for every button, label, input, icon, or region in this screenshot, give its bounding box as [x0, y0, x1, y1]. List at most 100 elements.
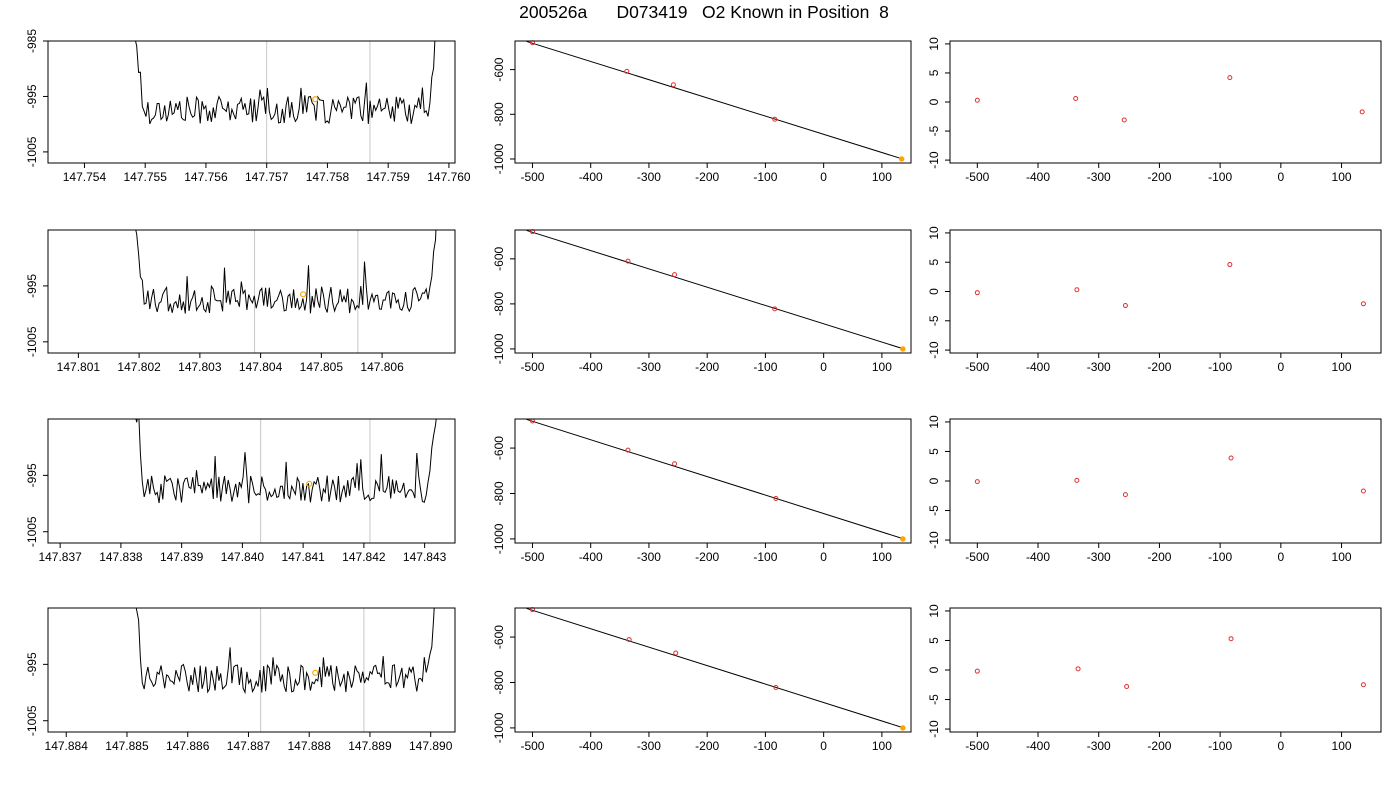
linear-fit-panel-4-xtick-label: -200	[695, 739, 719, 753]
linear-fit-panel-4-xtick-label: 0	[820, 739, 827, 753]
linear-fit-panel-1-xtick-label: -200	[695, 170, 719, 184]
timeseries-panel-1-ytick-label: -1005	[25, 136, 39, 167]
residuals-panel-1-xtick-label: 100	[1332, 170, 1352, 184]
residuals-panel-1-residual-point	[1121, 117, 1127, 123]
residuals-panel-2-residual-point	[974, 290, 980, 296]
residuals-panel-2-residual-point	[1360, 301, 1366, 307]
residuals-panel-2-xtick-label: -200	[1147, 360, 1171, 374]
residuals-panel-4-ytick-label: 10	[927, 604, 941, 618]
residuals-panel-1-residual-point	[1227, 75, 1233, 81]
linear-fit-panel-2: -500 -400 -300 -200 -100 0 100-600-800-1000	[492, 229, 912, 374]
residuals-panel-1-xtick-label: -500	[965, 170, 989, 184]
linear-fit-panel-2-xtick-label: 0	[820, 360, 827, 374]
linear-fit-panel-3-data-point	[672, 461, 678, 467]
linear-fit-panel-1-ytick-label: -1000	[492, 143, 506, 174]
timeseries-panel-3-trace	[135, 419, 437, 504]
timeseries-panel-1-ytick-label: -995	[25, 84, 39, 108]
timeseries-panel-3-xtick-label: 147.842	[342, 550, 386, 564]
residuals-panel-4-residual-point	[1360, 682, 1366, 688]
timeseries-panel-1-xtick-label: 147.757	[245, 170, 289, 184]
linear-fit-panel-1-xtick-label: -300	[637, 170, 661, 184]
linear-fit-panel-2-xtick-label: -400	[579, 360, 603, 374]
timeseries-panel-1-xtick-label: 147.758	[306, 170, 350, 184]
linear-fit-panel-1-highlight-point	[898, 156, 905, 162]
residuals-panel-3-residual-point	[1122, 492, 1128, 498]
timeseries-panel-4-xtick-label: 147.889	[348, 739, 392, 753]
linear-fit-panel-2-ytick-label: -800	[492, 292, 506, 316]
timeseries-panel-1-trace	[135, 41, 436, 125]
residuals-panel-2-ytick-label: -10	[927, 341, 941, 359]
timeseries-panel-1-xtick-label: 147.759	[366, 170, 410, 184]
residuals-panel-3-ytick-label: -10	[927, 531, 941, 549]
linear-fit-panel-1-fit-line	[526, 40, 905, 160]
timeseries-panel-4-xtick-label: 147.887	[227, 739, 271, 753]
residuals-panel-1-ytick-label: 10	[927, 37, 941, 51]
residuals-panel-1-frame	[949, 40, 1382, 164]
timeseries-panel-2: 147.801 147.802 147.803 147.804 147.805 147.8…	[25, 229, 456, 374]
linear-fit-panel-3-xtick-label: 100	[872, 550, 892, 564]
residuals-panel-3-xtick-label: -300	[1087, 550, 1111, 564]
residuals-panel-4-xtick-label: -300	[1087, 739, 1111, 753]
residuals-panel-2-xtick-label: -500	[965, 360, 989, 374]
linear-fit-panel-4-ytick-label: -1000	[492, 712, 506, 743]
residuals-panel-3-residual-point	[974, 479, 980, 485]
timeseries-panel-3-xtick-label: 147.840	[221, 550, 265, 564]
linear-fit-panel-2-xtick-label: -300	[637, 360, 661, 374]
figure-title: 200526a D073419 O2 Known in Position 8	[519, 2, 889, 22]
linear-fit-panel-4-ytick-label: -800	[492, 670, 506, 694]
linear-fit-panel-1-ytick-label: -800	[492, 102, 506, 126]
linear-fit-panel-4: -500 -400 -300 -200 -100 0 100-600-800-1000	[492, 607, 912, 753]
timeseries-panel-3-highlight-point	[306, 480, 313, 487]
residuals-panel-2-ytick-label: 10	[927, 226, 941, 240]
linear-fit-panel-1: -500 -400 -300 -200 -100 0 100-600-800-1000	[492, 40, 912, 184]
timeseries-panel-1: 147.754 147.755 147.756 147.757 147.758 147.7…	[25, 29, 471, 184]
linear-fit-panel-4-xtick-label: -500	[520, 739, 544, 753]
linear-fit-panel-2-xtick-label: 100	[872, 360, 892, 374]
residuals-panel-4-residual-point	[1124, 684, 1130, 690]
timeseries-panel-2-ytick-label: -1005	[25, 326, 39, 357]
residuals-panel-3: -500 -400 -300 -200 -100 0 100 10 5 0 -5 -10	[927, 415, 1382, 564]
linear-fit-panel-2-fit-line	[526, 229, 906, 350]
residuals-panel-4-ytick-label: -10	[927, 720, 941, 738]
residuals-panel-2-ytick-label: -5	[927, 315, 941, 326]
residuals-panel-3-xtick-label: -400	[1026, 550, 1050, 564]
linear-fit-panel-1-data-point	[624, 68, 630, 74]
residuals-panel-2-xtick-label: -300	[1087, 360, 1111, 374]
linear-fit-panel-3-ytick-label: -600	[492, 436, 506, 460]
timeseries-panel-3-xtick-label: 147.841	[281, 550, 325, 564]
residuals-panel-4-xtick-label: 100	[1332, 739, 1352, 753]
residuals-panel-1-residual-point	[1073, 96, 1079, 102]
timeseries-panel-1-ytick-label: -985	[25, 29, 39, 53]
linear-fit-panel-3-xtick-label: -400	[579, 550, 603, 564]
timeseries-panel-2-trace	[135, 230, 437, 314]
linear-fit-panel-1-ytick-label: -600	[492, 57, 506, 81]
residuals-panel-4-residual-point	[1228, 636, 1234, 642]
linear-fit-panel-4-fit-line	[526, 607, 906, 729]
residuals-panel-4-xtick-label: -500	[965, 739, 989, 753]
residuals-panel-3-xtick-label: 100	[1332, 550, 1352, 564]
linear-fit-panel-2-xtick-label: -200	[695, 360, 719, 374]
linear-fit-panel-3-ytick-label: -800	[492, 481, 506, 505]
timeseries-panel-2-xtick-label: 147.802	[117, 360, 161, 374]
timeseries-panel-4-frame	[47, 607, 456, 733]
linear-fit-panel-2-data-point	[625, 258, 631, 264]
residuals-panel-1-ytick-label: -5	[927, 125, 941, 136]
linear-fit-panel-3-data-point	[773, 495, 779, 501]
residuals-panel-3-ytick-label: 10	[927, 415, 941, 429]
residuals-panel-3-xtick-label: 0	[1277, 550, 1284, 564]
linear-fit-panel-4-frame	[514, 607, 912, 733]
timeseries-panel-4: 147.884 147.885 147.886 147.887 147.888 147.8…	[25, 607, 456, 753]
residuals-panel-3-residual-point	[1228, 455, 1234, 461]
linear-fit-panel-1-xtick-label: -100	[753, 170, 777, 184]
timeseries-panel-4-xtick-label: 147.890	[409, 739, 453, 753]
linear-fit-panel-3-xtick-label: -500	[520, 550, 544, 564]
residuals-panel-2-xtick-label: 100	[1332, 360, 1352, 374]
residuals-panel-1: -500 -400 -300 -200 -100 0 100 10 5 0 -5 -10	[927, 37, 1382, 184]
residuals-panel-4-ytick-label: 0	[927, 666, 941, 673]
timeseries-panel-1-xtick-label: 147.755	[123, 170, 167, 184]
residuals-panel-4: -500 -400 -300 -200 -100 0 100 10 5 0 -5 -10	[927, 604, 1382, 753]
residuals-panel-4-xtick-label: -200	[1147, 739, 1171, 753]
residuals-panel-1-xtick-label: -400	[1026, 170, 1050, 184]
timeseries-panel-3-ytick-label: -995	[25, 463, 39, 487]
residuals-panel-1-residual-point	[1359, 109, 1365, 115]
